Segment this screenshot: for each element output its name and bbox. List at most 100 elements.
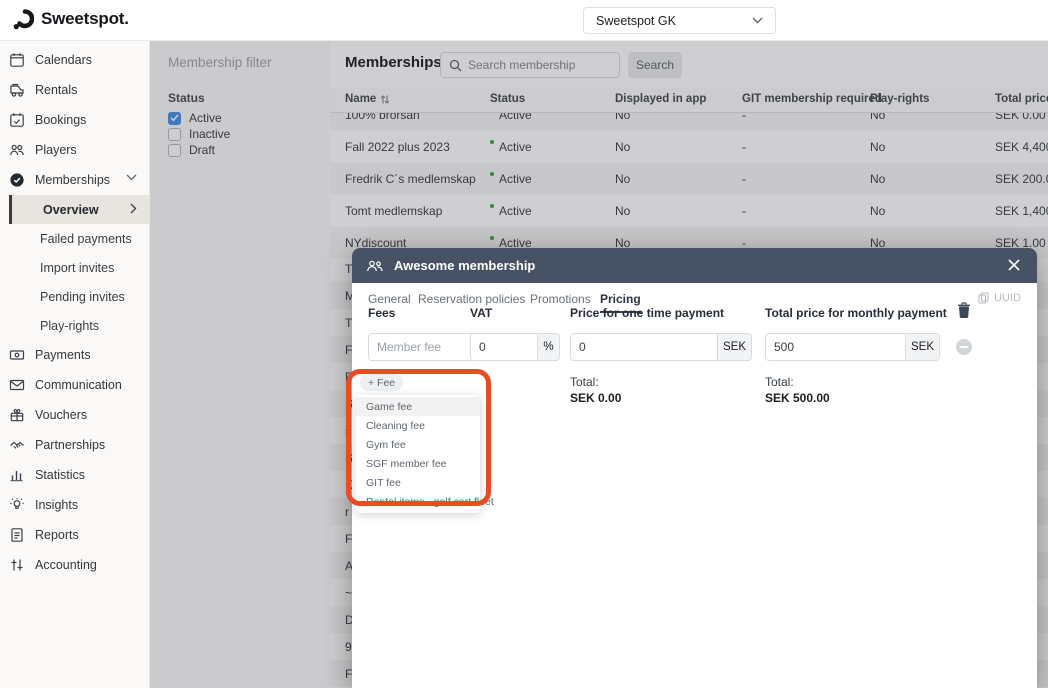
modal-header: Awesome membership	[352, 248, 1037, 283]
fee-option-rental-items[interactable]: Rental items - golf cart fleet	[366, 496, 494, 508]
fee-option-git-fee[interactable]: GIT fee	[366, 477, 401, 489]
column-header-displayed-in-app[interactable]: Displayed in app	[615, 93, 707, 105]
tab-promotions[interactable]: Promotions	[530, 292, 591, 306]
sidebar-item-partnerships[interactable]: Partnerships	[0, 430, 149, 460]
sidebar-item-rentals[interactable]: Rentals	[0, 75, 149, 105]
status-dot	[490, 172, 494, 176]
checkbox-label: Draft	[189, 143, 216, 157]
sidebar-subitem-label: Overview	[43, 202, 99, 217]
column-header-total-price[interactable]: Total price	[995, 93, 1048, 105]
monthly-price-input[interactable]	[766, 334, 905, 360]
table-row[interactable]: Fredrik C´s medlemskap Active No - No SE…	[330, 163, 1048, 195]
table-row-occluded[interactable]: T	[345, 316, 353, 330]
table-row-occluded[interactable]: T	[345, 262, 353, 276]
column-header-git-membership-required[interactable]: GIT membership required	[742, 93, 882, 105]
table-row[interactable]: Tomt medlemskap Active No - No SEK 1,400…	[330, 195, 1048, 227]
sidebar-item-statistics[interactable]: Statistics	[0, 460, 149, 490]
sort-icon[interactable]	[380, 94, 390, 105]
fee-name-input[interactable]	[369, 334, 475, 360]
cell-play-rights: No	[870, 172, 886, 186]
sidebar-item-calendars[interactable]: Calendars	[0, 45, 149, 75]
search-input[interactable]	[468, 58, 611, 72]
membership-filter-panel: Membership filter Status Active Inactive…	[150, 41, 330, 688]
cell-total-price: SEK 4,400.0	[995, 140, 1048, 154]
club-selector[interactable]: Sweetspot GK	[583, 7, 776, 34]
cell-status: Active	[490, 236, 532, 250]
sidebar-subitem-label: Pending invites	[40, 289, 125, 304]
sidebar-item-players[interactable]: Players	[0, 135, 149, 165]
fee-option-cleaning-fee[interactable]: Cleaning fee	[366, 420, 425, 432]
checkbox-unchecked-icon[interactable]	[168, 127, 181, 141]
close-icon[interactable]	[1007, 258, 1023, 274]
sidebar-item-label: Calendars	[35, 53, 92, 67]
memberships-submenu: Overview Failed payments Import invites …	[0, 195, 149, 340]
percent-suffix: %	[537, 334, 559, 360]
cell-name: Fredrik C´s medlemskap	[345, 172, 476, 186]
checkbox-unchecked-icon[interactable]	[168, 143, 181, 157]
one-time-price-input[interactable]	[571, 334, 717, 360]
cell-git: -	[742, 140, 746, 154]
membership-search[interactable]	[440, 52, 620, 78]
sidebar-item-bookings[interactable]: Bookings	[0, 105, 149, 135]
table-row-occluded[interactable]: 9	[345, 640, 352, 654]
sidebar-subitem-pending-invites[interactable]: Pending invites	[0, 282, 149, 311]
sidebar-item-accounting[interactable]: Accounting	[0, 550, 149, 580]
tab-reservation-policies[interactable]: Reservation policies	[418, 292, 526, 306]
sidebar-item-communication[interactable]: Communication	[0, 370, 149, 400]
search-button[interactable]: Search	[628, 52, 682, 78]
status-section-label: Status	[168, 91, 205, 105]
cell-name: Fall 2022 plus 2023	[345, 140, 450, 154]
column-header-status[interactable]: Status	[490, 93, 526, 105]
sidebar-item-label: Bookings	[35, 113, 87, 127]
sidebar-item-payments[interactable]: Payments	[0, 340, 149, 370]
checkbox-checked-icon[interactable]	[168, 111, 181, 125]
sidebar-item-label: Players	[35, 143, 77, 157]
vat-field: %	[470, 333, 560, 361]
sidebar-subitem-import-invites[interactable]: Import invites	[0, 253, 149, 282]
filter-panel-title: Membership filter	[168, 55, 272, 70]
players-icon	[9, 142, 25, 158]
gift-icon	[9, 407, 25, 423]
trash-icon[interactable]	[956, 302, 974, 320]
fee-option-sgf-member-fee[interactable]: SGF member fee	[366, 458, 447, 470]
add-fee-button[interactable]: + Fee	[360, 374, 404, 391]
cell-displayed: No	[615, 204, 631, 218]
column-label-vat: VAT	[470, 306, 493, 320]
calendar-check-icon	[9, 112, 25, 128]
column-header-name[interactable]: Name	[345, 93, 390, 105]
sidebar-subitem-overview[interactable]: Overview	[9, 195, 149, 224]
tab-general[interactable]: General	[368, 292, 411, 306]
bar-chart-icon	[9, 467, 25, 483]
cell-play-rights: No	[870, 140, 886, 154]
filter-checkbox-draft[interactable]: Draft	[168, 143, 215, 157]
vat-input[interactable]	[471, 334, 537, 360]
cell-status: Active	[490, 172, 532, 186]
sidebar-subitem-failed-payments[interactable]: Failed payments	[0, 224, 149, 253]
status-dot	[490, 140, 494, 144]
filter-checkbox-inactive[interactable]: Inactive	[168, 127, 230, 141]
sidebar-item-insights[interactable]: Insights	[0, 490, 149, 520]
copy-icon	[978, 292, 989, 304]
remove-fee-icon[interactable]	[956, 339, 972, 355]
calendar-icon	[9, 52, 25, 68]
club-selector-value: Sweetspot GK	[596, 13, 676, 28]
fee-option-gym-fee[interactable]: Gym fee	[366, 439, 406, 451]
sidebar-subitem-play-rights[interactable]: Play-rights	[0, 311, 149, 340]
fee-name-field	[368, 333, 476, 361]
cell-total-price: SEK 1,400.0	[995, 204, 1048, 218]
table-row-occluded[interactable]: ~	[345, 586, 353, 600]
uuid-button[interactable]: UUID	[978, 292, 1021, 304]
sidebar-item-reports[interactable]: Reports	[0, 520, 149, 550]
one-time-total-value: SEK 0.00	[570, 391, 622, 405]
fee-option-game-fee[interactable]: Game fee	[356, 397, 480, 416]
column-header-play-rights[interactable]: Play-rights	[870, 93, 930, 105]
filter-checkbox-active[interactable]: Active	[168, 111, 222, 125]
table-row[interactable]: Fall 2022 plus 2023 Active No - No SEK 4…	[330, 131, 1048, 163]
sidebar-item-memberships[interactable]: Memberships	[0, 165, 149, 195]
sidebar-item-vouchers[interactable]: Vouchers	[0, 400, 149, 430]
table-row-occluded[interactable]: F	[345, 532, 353, 546]
cell-play-rights: No	[870, 204, 886, 218]
tab-pricing[interactable]: Pricing	[600, 292, 641, 313]
cell-git: -	[742, 204, 746, 218]
